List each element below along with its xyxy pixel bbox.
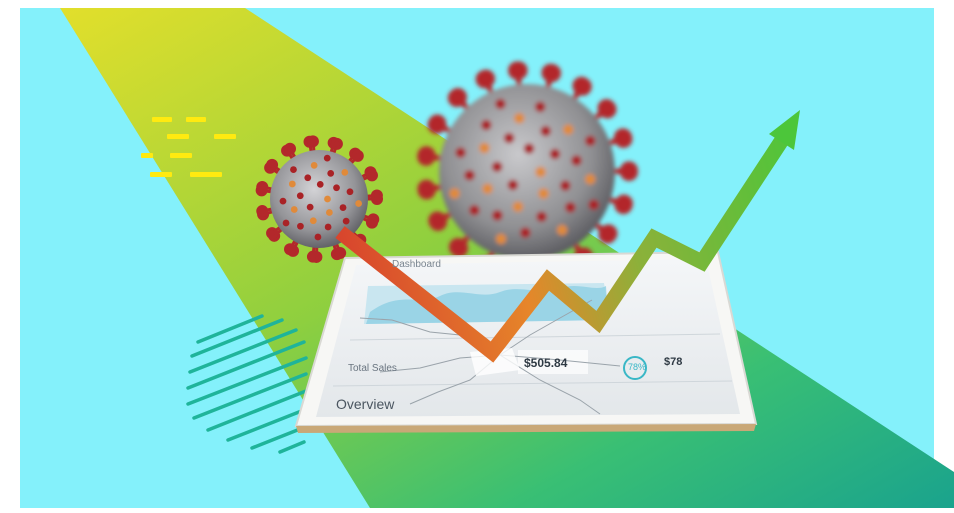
virus-large [417, 61, 638, 283]
price-value: $505.84 [524, 356, 568, 370]
arrow-head-icon [769, 110, 800, 150]
sales-label: Total Sales [348, 363, 397, 374]
trend-arrow [335, 110, 800, 363]
tablet-edge [296, 424, 756, 433]
screen-divider-2 [332, 380, 733, 387]
yellow-dash-marks [141, 117, 236, 177]
overview-label: Overview [336, 396, 395, 412]
trend-arrow-line [335, 135, 789, 363]
screen-chart-wave [366, 286, 608, 324]
screen-divider [349, 333, 721, 341]
price-value-secondary: $78 [664, 356, 683, 368]
percent-value: 78% [628, 362, 647, 372]
crack-hole [470, 348, 520, 376]
tablet-screen [316, 259, 740, 417]
dashboard-title: Dashboard [392, 259, 441, 270]
virus-small [255, 135, 383, 263]
percent-ring [623, 356, 647, 380]
teal-stripe-pattern [186, 314, 308, 454]
